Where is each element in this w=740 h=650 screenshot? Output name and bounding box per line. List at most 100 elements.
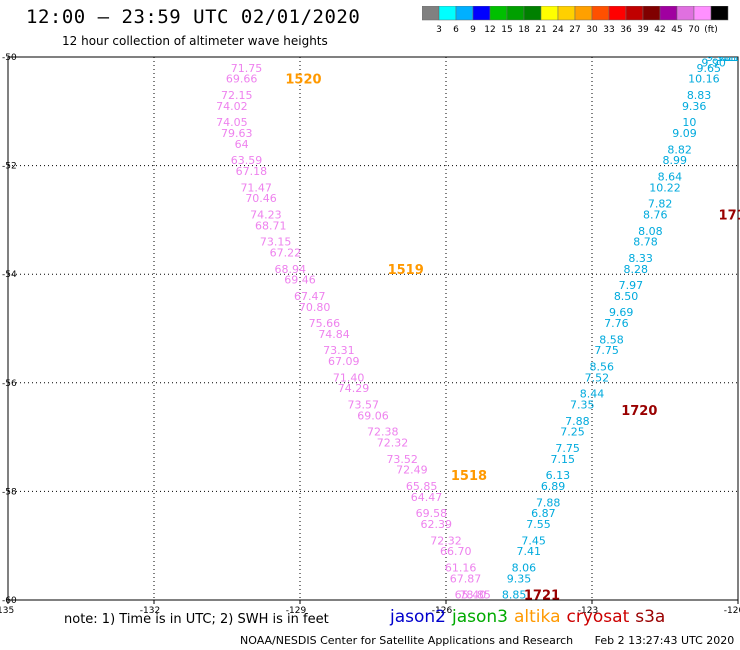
wave-height-point: 10.16 (688, 73, 720, 86)
x-tick-label: -135 (0, 606, 14, 615)
scale-label: 21 (535, 25, 546, 35)
footnote: note: 1) Time is in UTC; 2) SWH is in fe… (64, 612, 329, 627)
wave-height-point: 61.16 (445, 561, 477, 574)
wave-height-point: 8.82 (667, 143, 692, 156)
wave-height-point: 8.78 (633, 236, 658, 249)
pass-number-label: 1519 (388, 263, 424, 278)
y-tick-label: -58 (2, 487, 17, 497)
wave-height-point: 8.33 (628, 252, 653, 265)
wave-height-plot: -135 -132 -129 -126 -123 -120 -50 -52 -54 -56 -58 -… (0, 51, 740, 615)
scale-label: 15 (501, 25, 512, 35)
scale-label: 45 (671, 25, 682, 35)
chart-subtitle: 12 hour collection of altimeter wave hei… (62, 34, 328, 48)
wave-height-point: 73.57 (348, 399, 380, 412)
wave-height-point: 74.05 (216, 116, 248, 129)
scale-label: 30 (586, 25, 598, 35)
wave-height-point: 67.87 (450, 572, 482, 585)
color-scale-legend: 3 6 9 12 15 18 21 24 27 30 33 36 39 42 45 70 (ft) (422, 6, 729, 35)
wave-height-point: 8.56 (589, 361, 614, 374)
wave-height-point: 7.35 (570, 399, 595, 412)
wave-height-point: 7.75 (555, 442, 580, 455)
wave-height-point: 62.39 (421, 518, 453, 531)
chart-title: 12:00 – 23:59 UTC 02/01/2020 (26, 6, 361, 28)
wave-height-point: 7.88 (565, 415, 590, 428)
plot-frame (7, 56, 739, 601)
wave-height-point: 8.08 (638, 225, 663, 238)
wave-height-point: 71.47 (240, 181, 272, 194)
y-tick-label: -60 (2, 596, 17, 606)
pass-number-label: 1721 (524, 589, 560, 604)
wave-height-point: 8.99 (662, 154, 687, 167)
wave-height-point: 11 (716, 51, 730, 64)
wave-height-point: 73.52 (386, 453, 418, 466)
y-tick-label: -56 (2, 379, 17, 389)
wave-height-point: 7.76 (604, 317, 629, 330)
wave-height-point: 9.90 (706, 51, 731, 64)
wave-height-point: 64 (235, 138, 249, 151)
scale-label: 12 (484, 25, 495, 35)
scale-label: 70 (688, 25, 700, 35)
scale-label: 42 (654, 25, 665, 35)
scale-swatch (710, 6, 729, 21)
scale-label: (ft) (704, 25, 718, 35)
wave-height-point: 72.49 (396, 464, 428, 477)
wave-height-point: 6.13 (546, 469, 571, 482)
credit-line: NOAA/NESDIS Center for Satellite Applica… (240, 634, 734, 647)
wave-height-point: 65.40 (455, 589, 487, 602)
wave-height-point: 8.44 (580, 388, 605, 401)
wave-height-point: 7.75 (594, 344, 619, 357)
wave-height-point: 7.52 (585, 371, 610, 384)
wave-height-point: 71.40 (333, 371, 365, 384)
legend-item-jason3: jason3 (452, 607, 508, 627)
scale-label: 18 (518, 25, 530, 35)
wave-height-point: 74.29 (338, 382, 370, 395)
wave-height-point: 10 (682, 116, 696, 129)
pass-number-label: 1719 (719, 208, 740, 223)
wave-height-point: 7.88 (536, 496, 561, 509)
wave-height-point: 9.65 (697, 62, 722, 75)
wave-height-point: 8.06 (512, 561, 537, 574)
wave-height-point: 63.59 (231, 154, 263, 167)
wave-height-point: 65.85 (406, 480, 438, 493)
x-tick-label: -120 (724, 606, 740, 615)
wave-height-point: 6.87 (531, 507, 556, 520)
wave-height-point: 72.38 (367, 426, 399, 439)
scale-label: 33 (603, 25, 614, 35)
wave-height-point: 11 (721, 51, 735, 64)
wave-height-point: 8.50 (614, 290, 639, 303)
wave-height-point: 68.71 (255, 219, 287, 232)
wave-height-point: 67.18 (236, 165, 268, 178)
wave-height-point: 78.85 (459, 589, 491, 602)
satellite-legend: jason2 jason3 altika cryosat s3a (390, 607, 671, 627)
wave-height-point: 79.63 (221, 127, 253, 140)
wave-height-point: 68.94 (275, 263, 307, 276)
wave-height-point: 9.35 (507, 572, 532, 585)
wave-height-point: 74.84 (318, 328, 350, 341)
pass-number-label: 1520 (285, 73, 321, 88)
wave-height-point: 70.80 (299, 301, 331, 314)
wave-height-point: 67.22 (270, 246, 302, 259)
pass-number-label: 1518 (451, 469, 487, 484)
x-tick-label: -126 (432, 606, 453, 615)
wave-height-point: 74.23 (250, 208, 282, 221)
wave-height-point: 69.66 (226, 73, 258, 86)
wave-height-point: 8.28 (624, 263, 649, 276)
wave-height-point: 64.47 (411, 491, 443, 504)
wave-height-point: 7.25 (560, 426, 585, 439)
x-tick-label: -129 (286, 606, 307, 615)
y-tick-label: -50 (2, 53, 17, 63)
wave-height-point: 69.46 (284, 274, 316, 287)
scale-label: 39 (637, 25, 649, 35)
wave-height-point: 9.09 (672, 127, 697, 140)
wave-height-point: 9.69 (609, 306, 634, 319)
scale-label: 9 (470, 25, 476, 35)
wave-height-point: 67.47 (294, 290, 326, 303)
wave-height-point: 6.89 (541, 480, 566, 493)
y-tick-label: -52 (2, 162, 17, 172)
wave-height-point: 11 (731, 51, 740, 64)
legend-item-s3a: s3a (635, 607, 666, 627)
wave-height-point: 7.82 (648, 198, 673, 211)
wave-height-point: 7.41 (516, 545, 541, 558)
wave-height-point: 69.06 (357, 409, 389, 422)
wave-height-point: 11 (726, 51, 740, 64)
